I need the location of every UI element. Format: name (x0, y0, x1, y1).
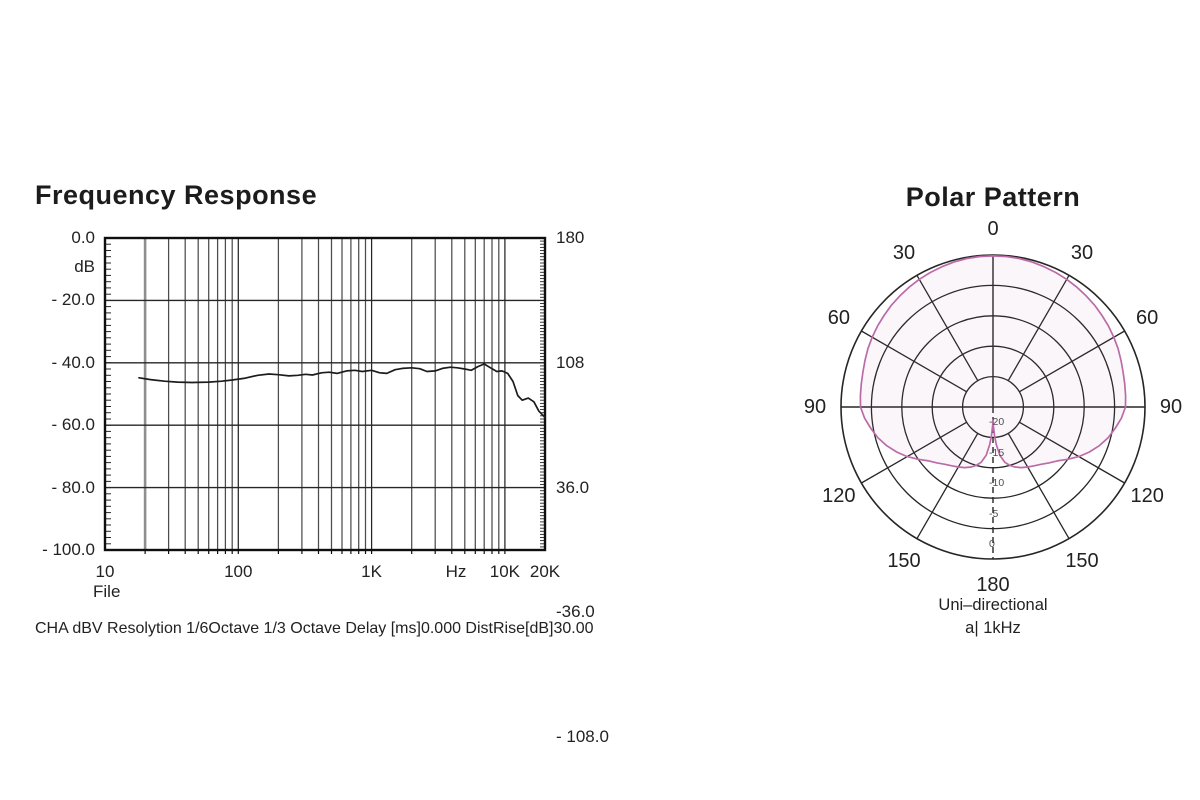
measurement-settings-text: CHA dBV Resolytion 1/6Octave 1/3 Octave … (35, 620, 594, 637)
polar-grid (840, 254, 1146, 560)
polar-caption-line2: a| 1kHz (965, 619, 1021, 637)
polar-pattern-title: Polar Pattern (905, 182, 1081, 212)
polar-caption-line1: Uni–directional (938, 596, 1048, 614)
polar-pattern-curve (859, 255, 1127, 469)
file-label: File (93, 582, 121, 601)
frequency-grid (103, 236, 547, 554)
frequency-response-curve (138, 363, 546, 419)
frequency-response-title: Frequency Response (35, 180, 318, 210)
